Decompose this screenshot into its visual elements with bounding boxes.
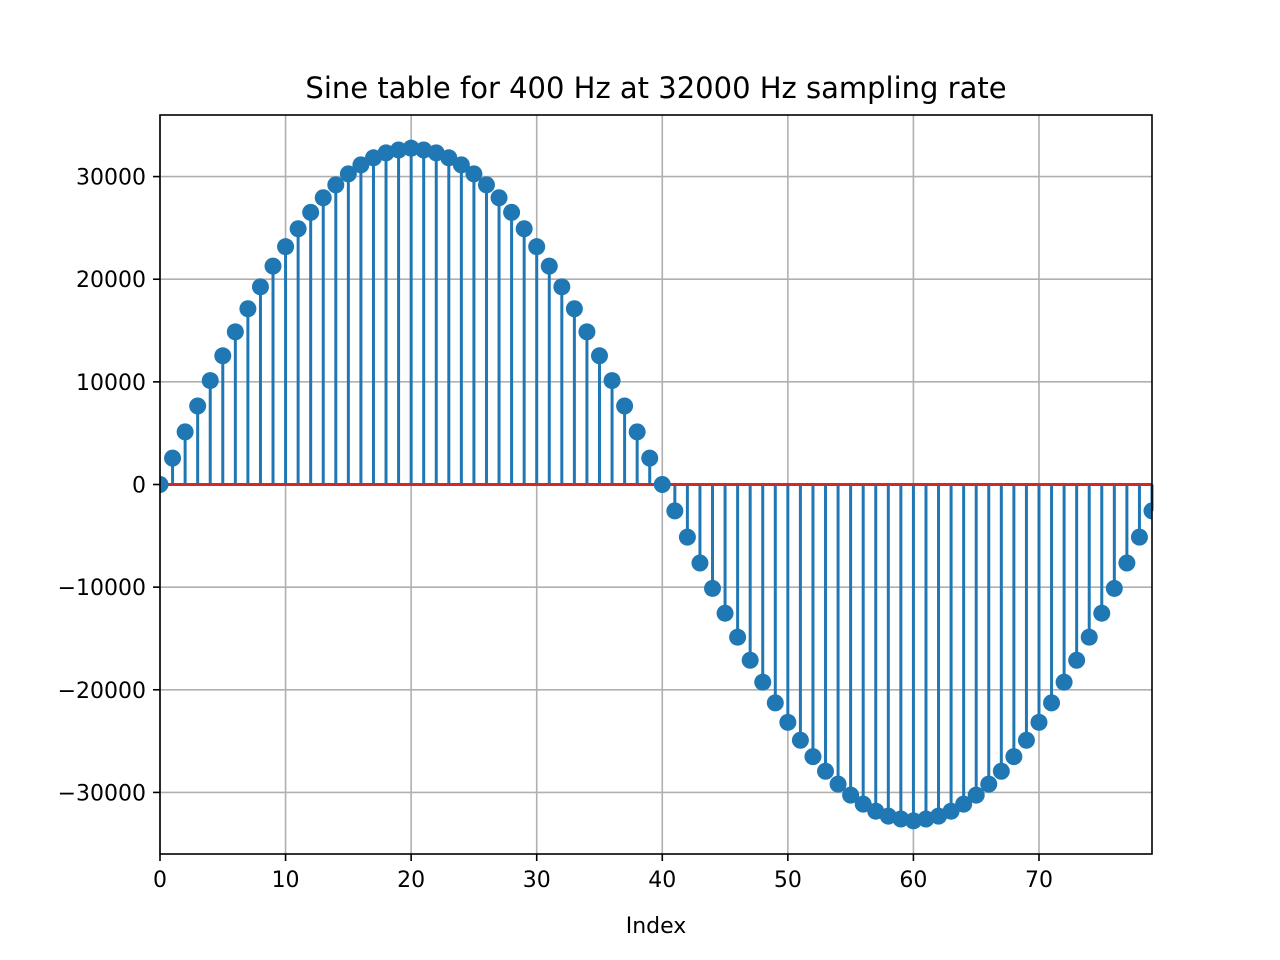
stem-lines: [171, 148, 1154, 821]
stem-marker: [440, 149, 458, 167]
stem-marker: [1005, 748, 1023, 766]
stem-marker: [226, 323, 244, 341]
stem-marker: [628, 423, 646, 441]
stem-marker: [164, 449, 182, 467]
stem-marker: [1055, 673, 1073, 691]
stem-marker: [289, 220, 307, 238]
stem-marker: [553, 278, 571, 296]
x-tick-label: 70: [1025, 868, 1053, 893]
stem-marker: [691, 554, 709, 572]
stem-marker: [766, 694, 784, 712]
x-axis-label: Index: [626, 914, 687, 939]
stem-marker: [779, 713, 797, 731]
x-tick-label: 30: [523, 868, 551, 893]
stem-marker: [1118, 554, 1136, 572]
x-tick-label: 0: [153, 868, 167, 893]
y-tick-label: 20000: [76, 268, 146, 293]
stem-marker: [402, 139, 420, 157]
stem-marker: [1068, 651, 1086, 669]
stem-marker: [239, 300, 257, 318]
x-tick-label: 50: [774, 868, 802, 893]
y-tick-label: −10000: [58, 576, 146, 601]
stem-marker: [314, 189, 332, 207]
stem-marker: [842, 786, 860, 804]
stem-marker: [1080, 628, 1098, 646]
x-axis-ticks: 0 10 20 30 40 50 60 70: [153, 854, 1053, 893]
y-tick-label: −30000: [58, 781, 146, 806]
stem-marker: [528, 238, 546, 256]
stem-marker: [1143, 502, 1152, 520]
stem-marker: [477, 176, 495, 194]
stem-marker: [327, 176, 345, 194]
x-tick-label: 40: [648, 868, 676, 893]
stem-marker: [754, 673, 772, 691]
stem-marker: [339, 165, 357, 183]
stem-marker: [904, 812, 922, 830]
stem-marker: [515, 220, 533, 238]
stem-marker: [967, 786, 985, 804]
stem-marker: [302, 203, 320, 221]
stem-marker: [704, 579, 722, 597]
stem-marker: [201, 372, 219, 390]
stem-marker: [590, 347, 608, 365]
x-tick-label: 10: [272, 868, 300, 893]
stem-marker: [1030, 713, 1048, 731]
stem-marker: [1017, 731, 1035, 749]
y-tick-label: 10000: [76, 371, 146, 396]
stem-marker: [176, 423, 194, 441]
stem-marker: [1130, 528, 1148, 546]
stem-marker: [791, 731, 809, 749]
stem-marker: [277, 238, 295, 256]
stem-marker: [716, 604, 734, 622]
stem-marker: [503, 203, 521, 221]
stem-marker: [741, 651, 759, 669]
stem-marker: [641, 449, 659, 467]
stem-marker: [854, 795, 872, 813]
stem-marker: [452, 156, 470, 174]
stem-marker: [540, 257, 558, 275]
stem-marker: [729, 628, 747, 646]
stem-marker: [892, 810, 910, 828]
stem-marker: [214, 347, 232, 365]
stem-marker: [603, 372, 621, 390]
stem-marker: [1043, 694, 1061, 712]
x-tick-label: 20: [397, 868, 425, 893]
stem-marker: [465, 165, 483, 183]
x-tick-label: 60: [899, 868, 927, 893]
y-tick-label: −20000: [58, 679, 146, 704]
stem-marker: [1105, 579, 1123, 597]
stem-marker: [390, 141, 408, 159]
stem-marker: [490, 189, 508, 207]
y-tick-label: 30000: [76, 166, 146, 191]
stem-marker: [1093, 604, 1111, 622]
stem-marker: [666, 502, 684, 520]
stem-marker: [955, 795, 973, 813]
stem-marker: [251, 278, 269, 296]
stem-marker: [160, 476, 169, 493]
stem-marker: [578, 323, 596, 341]
chart-title: Sine table for 400 Hz at 32000 Hz sampli…: [305, 71, 1006, 105]
stem-marker: [189, 397, 207, 415]
y-tick-label: 0: [132, 474, 146, 499]
stem-marker: [804, 748, 822, 766]
y-axis-ticks: −30000 −20000 −10000 0 10000 20000 30000: [58, 166, 160, 806]
stem-marker: [678, 528, 696, 546]
stem-marker: [817, 762, 835, 780]
stem-marker: [980, 775, 998, 793]
stem-marker: [616, 397, 634, 415]
stem-marker: [352, 156, 370, 174]
stem-marker: [653, 476, 671, 493]
stem-marker: [942, 802, 960, 820]
stem-marker: [565, 300, 583, 318]
stem-marker: [829, 775, 847, 793]
stem-markers: [160, 139, 1152, 830]
stem-marker: [264, 257, 282, 275]
stem-marker: [992, 762, 1010, 780]
